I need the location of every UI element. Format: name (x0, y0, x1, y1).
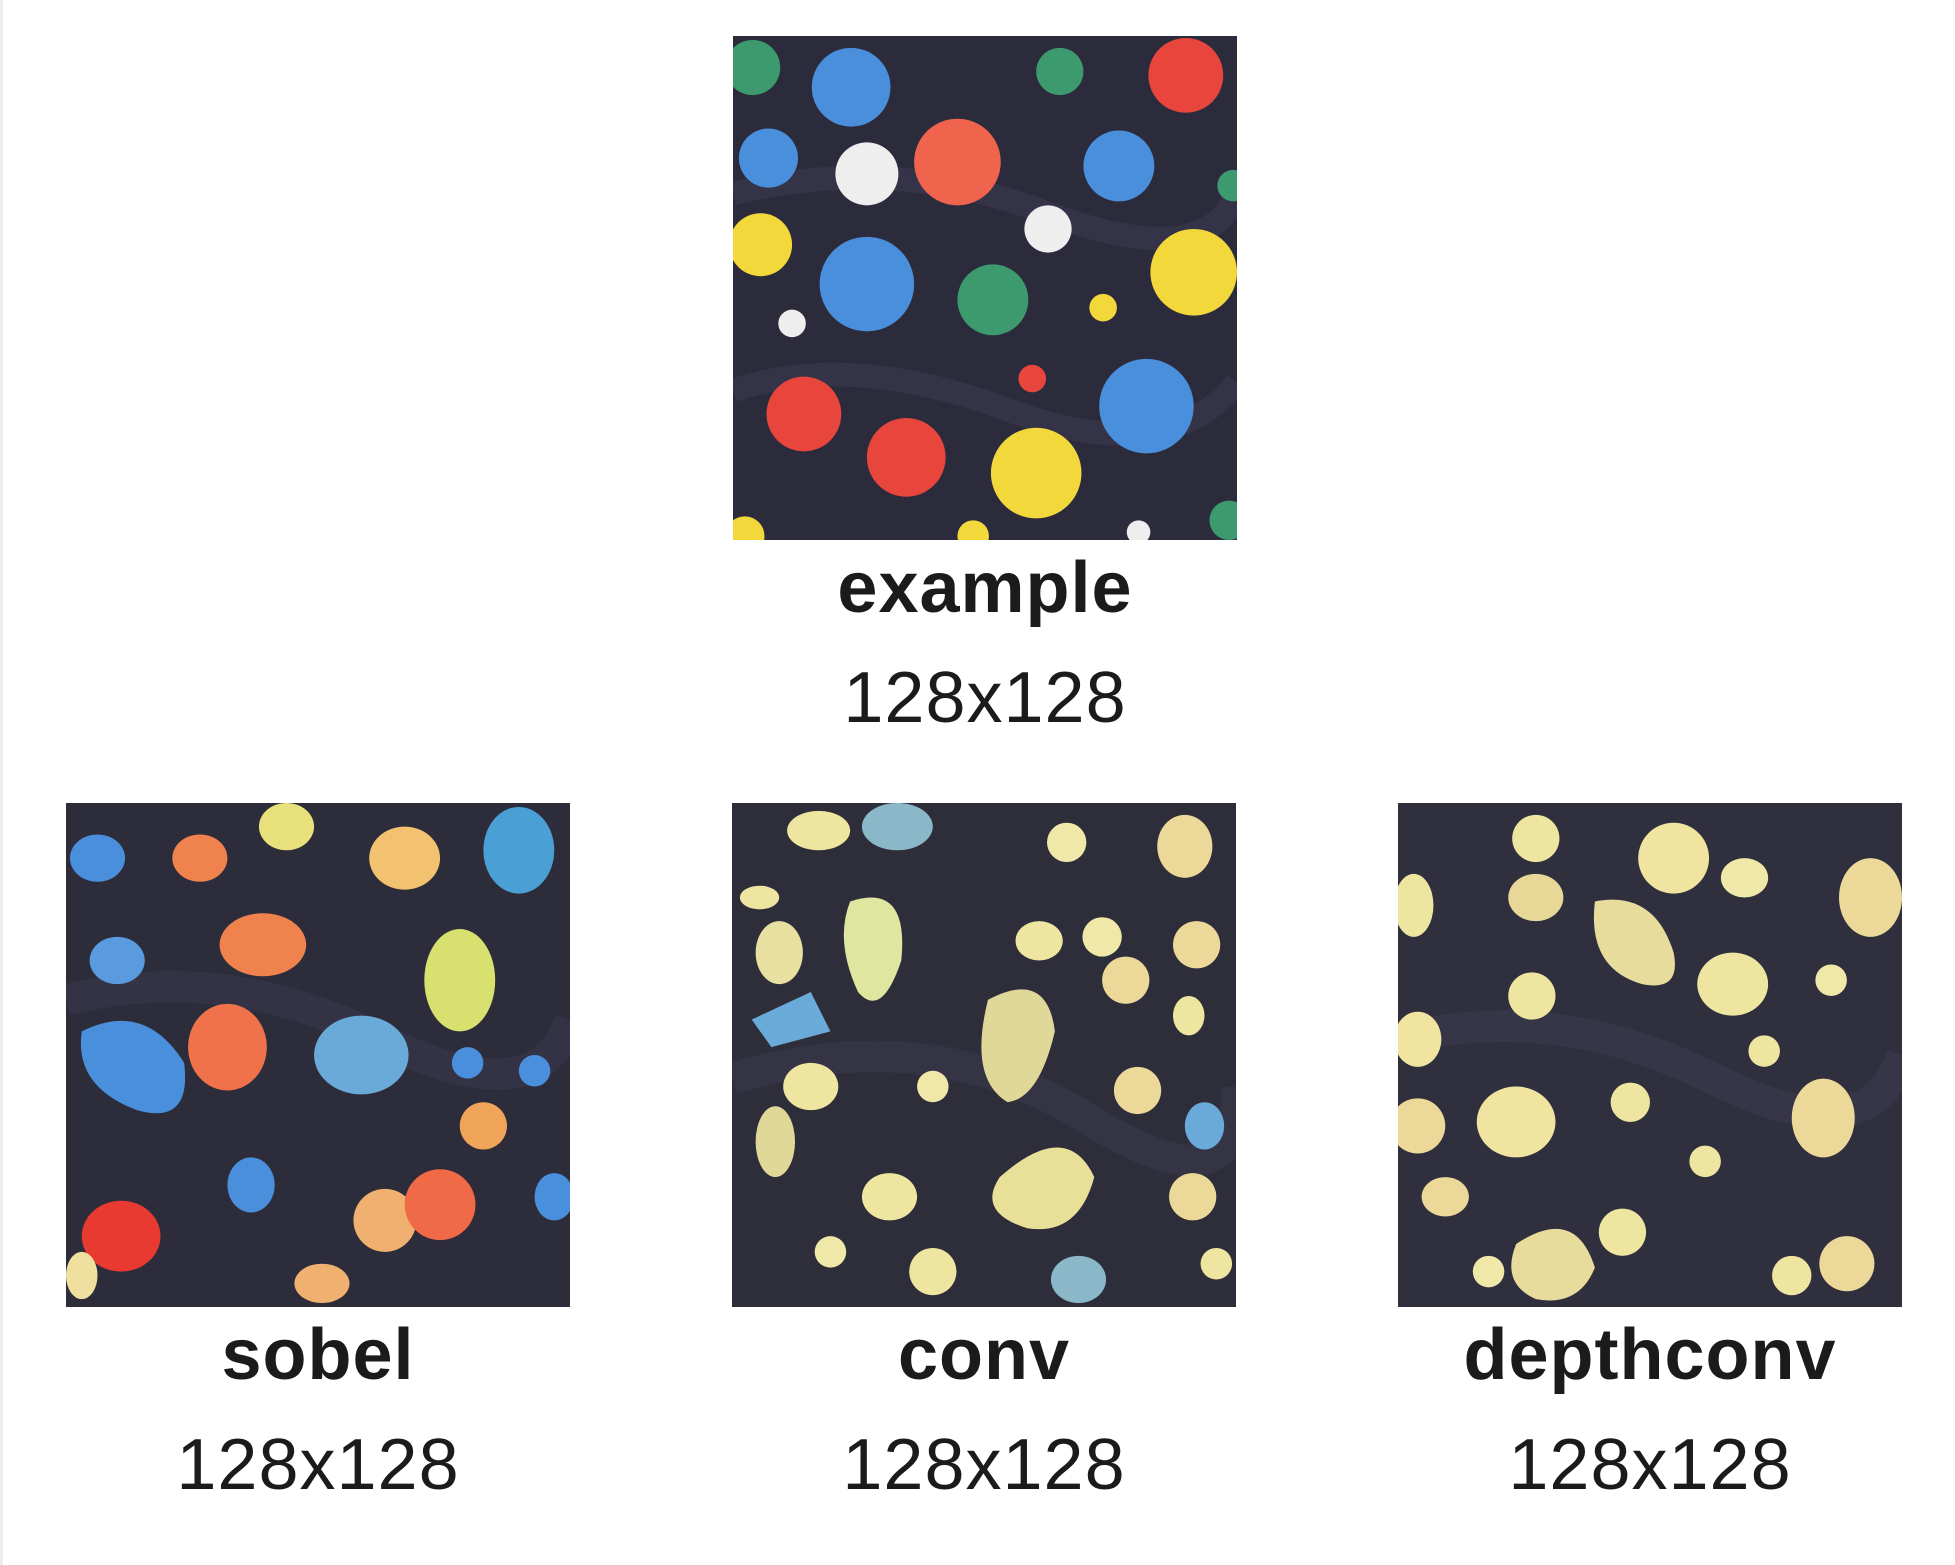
depthconv-size: 128x128 (1508, 1425, 1792, 1505)
sobel-size: 128x128 (176, 1425, 460, 1505)
left-border (0, 0, 3, 1565)
example-texture-image (733, 36, 1237, 540)
sobel-tile: sobel 128x128 (66, 803, 570, 1501)
example-label: example (837, 548, 1133, 628)
conv-tile: conv 128x128 (732, 803, 1236, 1501)
conv-label: conv (897, 1315, 1071, 1395)
conv-texture-image (732, 803, 1236, 1307)
depthconv-texture-image (1398, 803, 1902, 1307)
sobel-texture-image (66, 803, 570, 1307)
depthconv-tile: depthconv 128x128 (1398, 803, 1902, 1501)
example-size: 128x128 (843, 658, 1127, 738)
example-tile: example 128x128 (733, 36, 1237, 734)
conv-size: 128x128 (842, 1425, 1126, 1505)
depthconv-label: depthconv (1463, 1315, 1837, 1395)
sobel-label: sobel (221, 1315, 415, 1395)
